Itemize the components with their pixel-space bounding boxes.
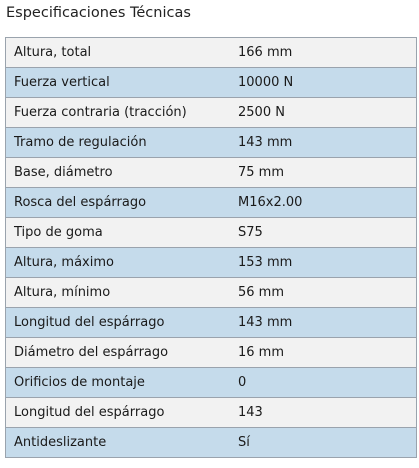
spec-value: 75 mm: [232, 157, 417, 188]
spec-value: 143 mm: [232, 127, 417, 158]
spec-value: 143 mm: [232, 307, 417, 338]
table-row: Altura, máximo 153 mm: [5, 247, 417, 278]
spec-value: 56 mm: [232, 277, 417, 308]
spec-value: 10000 N: [232, 67, 417, 98]
spec-value: S75: [232, 217, 417, 248]
spec-value: 2500 N: [232, 97, 417, 128]
spec-label: Fuerza contraria (tracción): [5, 97, 232, 128]
spec-value: 16 mm: [232, 337, 417, 368]
table-row: Fuerza vertical 10000 N: [5, 67, 417, 98]
spec-label: Longitud del espárrago: [5, 307, 232, 338]
spec-label: Longitud del espárrago: [5, 397, 232, 428]
spec-value: 153 mm: [232, 247, 417, 278]
spec-value: Sí: [232, 427, 417, 458]
table-row: Fuerza contraria (tracción) 2500 N: [5, 97, 417, 128]
table-row: Altura, total 166 mm: [5, 37, 417, 68]
spec-label: Orificios de montaje: [5, 367, 232, 398]
spec-label: Tipo de goma: [5, 217, 232, 248]
spec-label: Fuerza vertical: [5, 67, 232, 98]
table-row: Longitud del espárrago 143: [5, 397, 417, 428]
spec-value: 166 mm: [232, 37, 417, 68]
table-row: Longitud del espárrago 143 mm: [5, 307, 417, 338]
table-row: Tipo de goma S75: [5, 217, 417, 248]
spec-label: Altura, máximo: [5, 247, 232, 278]
spec-label: Altura, total: [5, 37, 232, 68]
spec-value: 0: [232, 367, 417, 398]
spec-value: 143: [232, 397, 417, 428]
spec-label: Diámetro del espárrago: [5, 337, 232, 368]
spec-value: M16x2.00: [232, 187, 417, 218]
table-row: Diámetro del espárrago 16 mm: [5, 337, 417, 368]
table-row: Rosca del espárrago M16x2.00: [5, 187, 417, 218]
table-row: Base, diámetro 75 mm: [5, 157, 417, 188]
table-row: Tramo de regulación 143 mm: [5, 127, 417, 158]
page-title: Especificaciones Técnicas: [6, 5, 191, 21]
table-row: Antideslizante Sí: [5, 427, 417, 458]
table-row: Orificios de montaje 0: [5, 367, 417, 398]
spec-label: Tramo de regulación: [5, 127, 232, 158]
specs-table: Altura, total 166 mm Fuerza vertical 100…: [5, 37, 417, 458]
spec-label: Altura, mínimo: [5, 277, 232, 308]
spec-label: Rosca del espárrago: [5, 187, 232, 218]
table-row: Altura, mínimo 56 mm: [5, 277, 417, 308]
spec-label: Antideslizante: [5, 427, 232, 458]
spec-label: Base, diámetro: [5, 157, 232, 188]
